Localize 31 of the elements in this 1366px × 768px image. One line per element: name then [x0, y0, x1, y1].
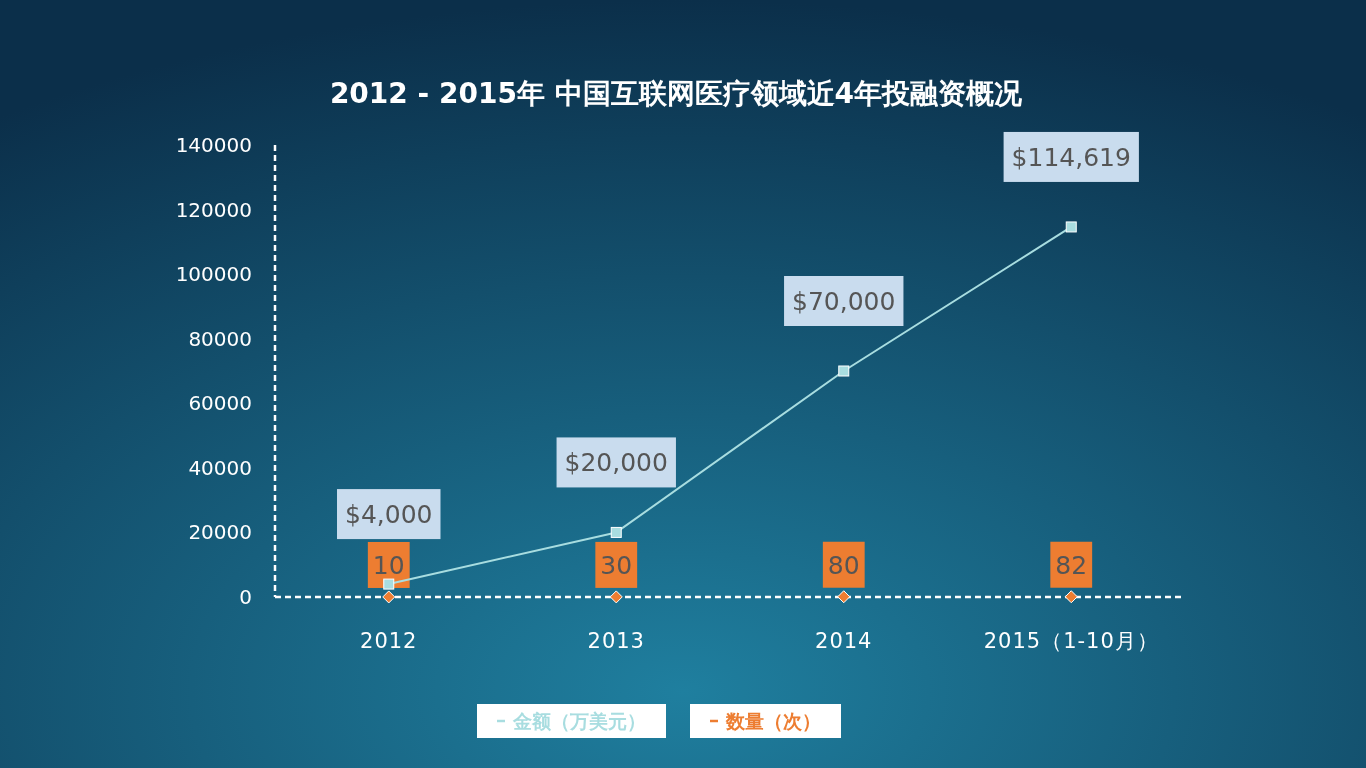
x-tick-label: 2013 [587, 629, 645, 653]
point [609, 590, 623, 604]
legend-label: 数量（次） [725, 710, 821, 732]
point [837, 590, 851, 604]
y-tick-label: 40000 [188, 455, 252, 480]
point [383, 578, 395, 590]
data-label: $20,000 [564, 448, 668, 478]
y-tick-label: 140000 [175, 133, 252, 157]
point [1064, 590, 1078, 604]
x-tick-label: 2012 [360, 629, 418, 653]
y-tick-label: 80000 [188, 326, 252, 351]
x-tick-label: 2014 [815, 629, 873, 653]
chart-title: 2012 - 2015年 中国互联网医疗领域近4年投融资概况 [329, 77, 1024, 110]
data-label: 30 [600, 550, 633, 580]
data-label: $114,619 [1011, 142, 1131, 172]
data-label: $70,000 [792, 287, 896, 316]
point [1065, 221, 1077, 233]
data-label: $4,000 [345, 500, 433, 530]
x-tick-label: 2015（1-10月） [983, 629, 1159, 653]
y-tick-label: 100000 [175, 262, 252, 287]
y-tick-label: 0 [239, 585, 252, 609]
point [382, 590, 396, 604]
y-tick-label: 120000 [175, 197, 252, 222]
data-label: 82 [1055, 550, 1088, 580]
data-label: 80 [827, 550, 860, 580]
point [610, 526, 622, 538]
legend-label: 金额（万美元） [512, 710, 646, 732]
point [838, 365, 850, 377]
y-tick-label: 60000 [188, 391, 252, 416]
data-label: 10 [372, 550, 405, 580]
y-tick-label: 20000 [188, 520, 252, 545]
